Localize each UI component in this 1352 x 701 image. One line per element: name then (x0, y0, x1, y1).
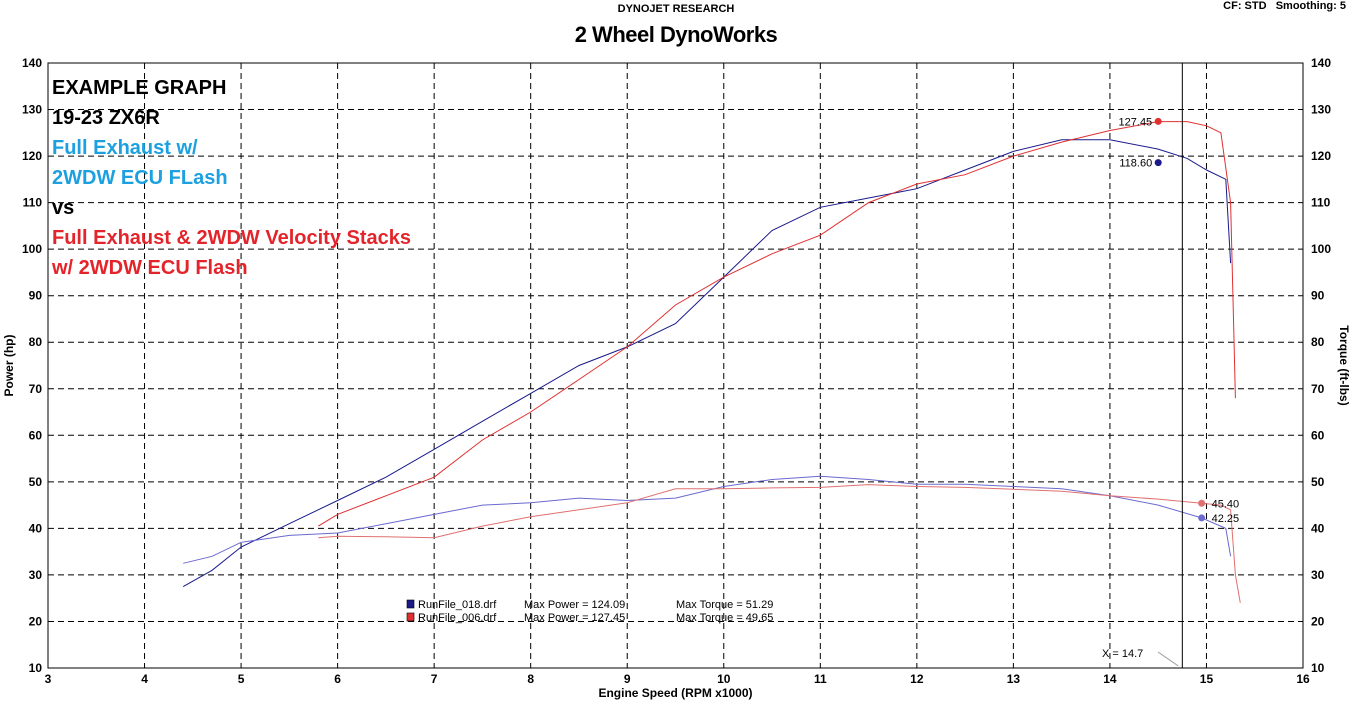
y-tick-label-left: 130 (22, 103, 42, 117)
x-tick-label: 11 (814, 672, 827, 686)
x-tick-label: 15 (1200, 672, 1214, 686)
y-tick-label-left: 140 (22, 56, 42, 70)
series-line-torque (318, 484, 1241, 603)
y-tick-label-left: 80 (29, 335, 43, 349)
legend-file: RunFile_018.drf (418, 599, 497, 611)
y-tick-label-left: 20 (29, 614, 43, 628)
y-tick-label-right: 130 (1311, 103, 1331, 117)
cursor-pointer (1157, 651, 1179, 667)
x-axis-label: Engine Speed (RPM x1000) (598, 686, 752, 700)
y-tick-label-right: 100 (1311, 242, 1331, 256)
y-tick-label-left: 90 (29, 289, 43, 303)
annotation-block: EXAMPLE GRAPH 19-23 ZX6R Full Exhaust w/2W… (51, 77, 411, 279)
annotation-line: 19-23 ZX6R (52, 107, 160, 129)
data-label: 127.45 (1119, 116, 1153, 128)
legend-max-power: Max Power = 127.45 (524, 612, 625, 624)
data-label: 45.40 (1212, 498, 1240, 510)
y-tick-label-right: 10 (1311, 661, 1325, 675)
y-tick-label-left: 10 (29, 661, 43, 675)
legend-swatch (406, 599, 415, 609)
y-tick-label-left: 40 (29, 521, 43, 535)
y-tick-label-right: 80 (1311, 335, 1325, 349)
data-marker (1154, 117, 1162, 125)
cursor-label: X = 14.7 (1102, 648, 1143, 660)
x-tick-label: 12 (910, 672, 924, 686)
annotation-line: EXAMPLE GRAPH (52, 77, 226, 99)
data-marker (1198, 499, 1206, 507)
annotation-line: vs (52, 197, 74, 219)
grid-lines (48, 63, 1303, 668)
y-tick-label-right: 70 (1311, 382, 1325, 396)
y-tick-label-left: 50 (29, 475, 43, 489)
legend-max-power: Max Power = 124.09 (524, 599, 625, 611)
y-axis-label-right: Torque (ft-lbs) (1337, 325, 1351, 405)
x-tick-label: 6 (334, 672, 341, 686)
legend: RunFile_018.drf Max Power = 124.09 Max Tor… (406, 599, 773, 624)
annotation-line: Full Exhaust w/ (52, 137, 198, 159)
data-marker (1154, 159, 1162, 167)
legend-max-torque: Max Torque = 49.65 (676, 612, 773, 624)
x-tick-label: 16 (1296, 672, 1310, 686)
y-tick-label-right: 60 (1311, 428, 1325, 442)
y-tick-label-left: 30 (29, 568, 43, 582)
legend-max-torque: Max Torque = 51.29 (676, 599, 773, 611)
y-tick-label-left: 110 (23, 196, 43, 210)
y-tick-label-left: 60 (29, 428, 43, 442)
y-tick-label-right: 30 (1311, 568, 1325, 582)
series-line-torque (183, 475, 1232, 564)
y-tick-label-right: 90 (1311, 289, 1325, 303)
y-tick-label-right: 40 (1311, 521, 1325, 535)
y-axis-label-left: Power (hp) (2, 334, 16, 396)
x-tick-label: 14 (1103, 672, 1117, 686)
chart-title: 2 Wheel DynoWorks (574, 22, 778, 47)
x-tick-label: 9 (624, 672, 631, 686)
y-tick-label-right: 20 (1311, 614, 1325, 628)
x-tick-label: 5 (238, 672, 245, 686)
annotation-line: w/ 2WDW ECU Flash (51, 257, 248, 279)
cf-smoothing-info: CF: STD Smoothing: 5 (1223, 0, 1346, 12)
annotation-line: Full Exhaust & 2WDW Velocity Stacks (52, 227, 411, 249)
dyno-brand: DYNOJET RESEARCH (617, 3, 735, 15)
y-tick-label-right: 120 (1311, 149, 1331, 163)
data-label: 42.25 (1212, 513, 1240, 525)
data-label: 118.60 (1119, 158, 1152, 170)
x-tick-label: 7 (431, 672, 438, 686)
y-tick-label-right: 140 (1311, 56, 1331, 70)
y-tick-label-left: 100 (22, 242, 42, 256)
legend-swatch (406, 612, 415, 622)
x-tick-label: 10 (717, 672, 731, 686)
x-tick-label: 4 (141, 672, 148, 686)
series-line-power (182, 139, 1232, 588)
y-tick-label-right: 50 (1311, 475, 1325, 489)
x-tick-label: 8 (527, 672, 534, 686)
series-markers: 118.60 127.45 42.25 45.40 (1119, 116, 1240, 525)
legend-file: RunFile_006.drf (418, 612, 497, 624)
y-tick-label-left: 120 (22, 149, 42, 163)
series-lines (182, 121, 1241, 603)
plot-frame (47, 62, 1304, 669)
data-marker (1198, 514, 1206, 522)
x-tick-label: 13 (1007, 672, 1021, 686)
y-tick-label-left: 70 (29, 382, 43, 396)
series-line-power (318, 121, 1236, 527)
annotation-line: 2WDW ECU FLash (52, 167, 228, 189)
x-tick-label: 3 (45, 672, 52, 686)
y-tick-label-right: 110 (1311, 196, 1331, 210)
